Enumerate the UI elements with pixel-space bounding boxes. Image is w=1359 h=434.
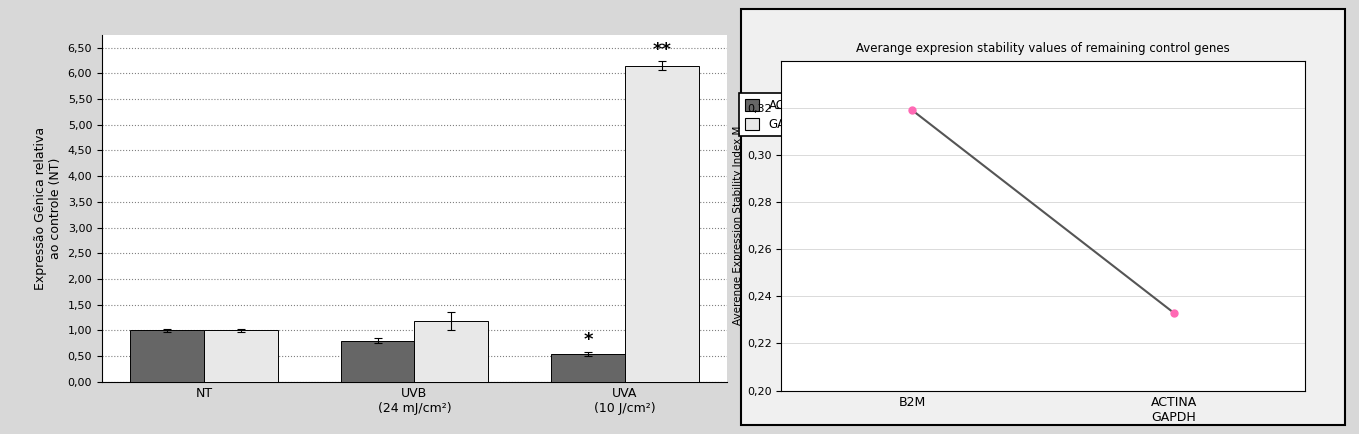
Point: [901, 107, 923, 114]
Text: **: **: [652, 41, 671, 59]
Bar: [130, 330, 204, 382]
Y-axis label: Averenge Expression Stability Index M: Averenge Expression Stability Index M: [733, 126, 743, 326]
Title: Averange expresion stability values of remaining control genes: Averange expresion stability values of r…: [856, 43, 1230, 56]
Bar: [341, 341, 414, 382]
Y-axis label: Expressão Gênica relativa
ao controle (NT): Expressão Gênica relativa ao controle (N…: [34, 127, 63, 290]
Legend: ACTIIIA, GAPDH: ACTIIIA, GAPDH: [739, 93, 817, 136]
Bar: [204, 330, 277, 382]
Bar: [625, 66, 699, 382]
Bar: [414, 321, 488, 382]
Text: *: *: [583, 331, 593, 349]
Point: [1163, 309, 1185, 316]
Bar: [552, 354, 625, 382]
